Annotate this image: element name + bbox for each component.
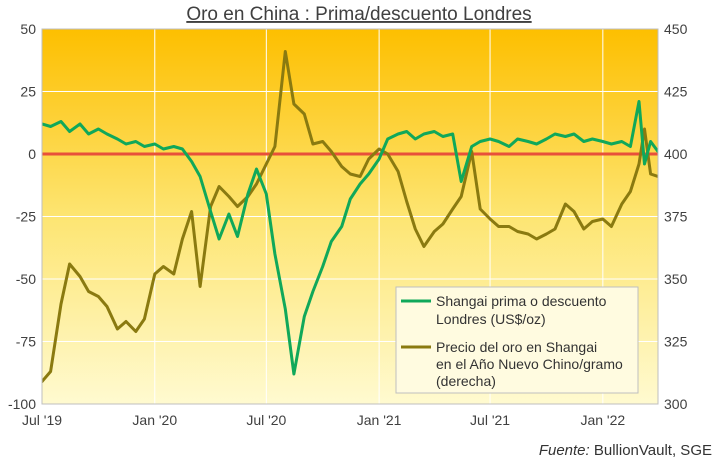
x-tick-label: Jul '21 xyxy=(470,412,510,428)
y-right-tick-label: 325 xyxy=(664,334,688,350)
y-left-tick-label: -100 xyxy=(8,396,36,412)
y-left-tick-label: -75 xyxy=(16,334,36,350)
legend-label-price: Precio del oro en Shangai en el Año Nuevo… xyxy=(436,339,623,389)
source-note: Fuente: BullionVault, SGE xyxy=(539,442,712,459)
y-right-tick-label: 350 xyxy=(664,271,688,287)
source-text: BullionVault, SGE xyxy=(590,442,712,459)
chart-title: Oro en China : Prima/descuento Londres xyxy=(186,4,531,25)
y-left-tick-label: 25 xyxy=(20,84,36,100)
y-right-tick-label: 425 xyxy=(664,84,688,100)
y-right-axis-ticks: 450 425 400 375 350 325 300 xyxy=(664,21,688,412)
y-left-tick-label: -25 xyxy=(16,209,36,225)
x-tick-label: Jul '20 xyxy=(246,412,286,428)
legend-label-premium: Shangai prima o descuento Londres (US$/oz… xyxy=(436,293,607,327)
plot-border xyxy=(41,28,659,405)
x-tick-label: Jul '19 xyxy=(22,412,62,428)
series-line-premium xyxy=(42,100,658,376)
legend-box xyxy=(395,286,639,394)
y-right-tick-label: 400 xyxy=(664,146,688,162)
y-left-axis-ticks: 50 25 0 -25 -50 -75 -100 xyxy=(8,21,36,412)
y-left-tick-label: 50 xyxy=(20,21,36,37)
y-left-tick-label: 0 xyxy=(28,146,36,162)
series-layer xyxy=(42,50,658,383)
x-tick-label: Jan '20 xyxy=(132,412,177,428)
y-right-tick-label: 375 xyxy=(664,209,688,225)
x-axis-ticks: Jul '19 Jan '20 Jul '20 Jan '21 Jul '21 Jan '… xyxy=(22,412,625,428)
y-right-tick-label: 450 xyxy=(664,21,688,37)
x-tick-label: Jan '22 xyxy=(580,412,625,428)
y-right-tick-label: 300 xyxy=(664,396,688,412)
x-tick-label: Jan '21 xyxy=(357,412,402,428)
legend: Shangai prima o descuento Londres (US$/oz… xyxy=(395,286,639,394)
source-prefix: Fuente: xyxy=(539,442,590,459)
series-line-price xyxy=(42,50,658,383)
y-left-tick-label: -50 xyxy=(16,271,36,287)
